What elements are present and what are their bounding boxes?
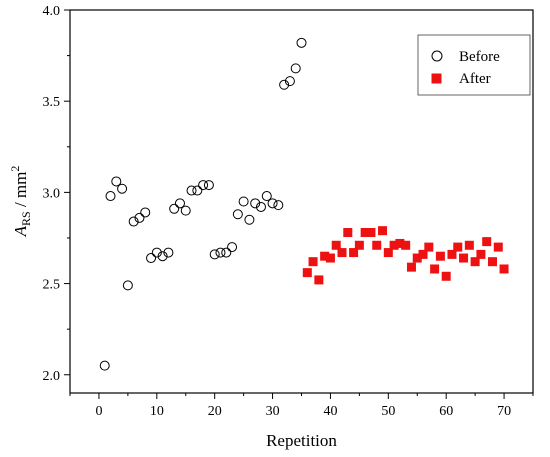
y-axis-ticks: 2.0 2.5 3.0 3.5 4.0 [43,4,70,384]
x-tick-label: 50 [381,404,395,419]
data-point-before [105,191,116,202]
legend: Before After [417,34,531,96]
data-point-before [203,180,214,191]
y-tick-label: 3.5 [43,95,61,110]
data-point-after [459,253,469,263]
data-point-after [482,237,492,247]
data-point-after [325,253,335,263]
data-point-after [395,238,405,248]
data-point-after [435,251,445,261]
data-point-before [169,203,180,214]
data-point-after [418,249,428,259]
data-point-after [372,240,382,250]
data-point-after [441,271,451,281]
data-point-after [320,251,330,261]
legend-marker-after [431,73,442,84]
data-point-after [354,240,364,250]
y-axis-title-subscript: RS [19,211,33,226]
data-point-before [244,214,255,225]
x-tick-label: 40 [323,404,337,419]
data-point-before [198,180,209,191]
data-point-after [412,253,422,263]
legend-label-before: Before [459,49,500,65]
data-point-after [360,228,370,238]
y-axis-title-symbol: A [11,225,30,237]
data-point-after [302,268,312,278]
legend-marker-before [431,50,443,62]
data-point-after [424,242,434,252]
x-tick-label: 70 [497,404,511,419]
data-point-before [192,185,203,196]
data-point-after [383,248,393,258]
data-point-before [215,247,226,258]
data-point-before [296,37,307,48]
x-tick-label: 60 [439,404,453,419]
y-tick-label: 2.0 [43,369,61,384]
data-point-after [470,257,480,267]
data-point-after [378,226,388,236]
data-point-before [273,200,284,211]
x-tick-label: 30 [266,404,280,419]
data-point-before [186,185,197,196]
data-point-before [232,209,243,220]
data-point-after [476,249,486,259]
data-series [99,37,509,371]
data-point-after [464,240,474,250]
y-axis-title: ARS / mm2 [8,166,33,238]
data-point-after [337,248,347,258]
data-point-before [134,212,145,223]
y-axis-title-unit: / mm [11,172,30,212]
data-point-before [146,253,157,264]
data-point-before [284,76,295,87]
x-axis-title: Repetition [266,431,337,450]
data-point-before [279,79,290,90]
data-point-before [151,247,162,258]
data-point-before [128,216,139,227]
x-tick-label: 20 [208,404,222,419]
data-point-after [366,228,376,238]
y-tick-label: 4.0 [43,4,61,19]
data-point-before [174,198,185,209]
data-point-before [221,247,232,258]
data-point-before [209,249,220,260]
x-axis-ticks: 0 10 20 30 40 50 60 70 [69,393,534,419]
data-point-before [255,201,266,212]
data-point-before [290,63,301,74]
data-point-after [401,240,411,250]
data-point-after [447,249,457,259]
data-point-before [227,242,238,253]
data-point-before [163,247,174,258]
data-point-before [140,207,151,218]
data-point-before [117,183,128,194]
data-point-after [487,257,497,267]
data-point-after [308,257,318,267]
data-point-after [406,262,416,272]
legend-frame [417,34,531,96]
data-point-before [111,176,122,187]
data-point-after [430,264,440,274]
data-point-before [180,205,191,216]
data-point-before [261,191,272,202]
data-point-after [349,248,359,258]
data-point-before [99,360,110,371]
data-point-after [389,240,399,250]
data-point-before [157,251,168,262]
data-point-before [250,198,261,209]
x-tick-label: 0 [95,404,102,419]
y-tick-label: 3.0 [43,186,61,201]
data-point-before [238,196,249,207]
data-point-before [122,280,133,291]
data-point-after [499,264,509,274]
data-point-after [314,275,324,285]
data-point-after [343,228,353,238]
data-point-after [453,242,463,252]
y-tick-label: 2.5 [43,278,61,293]
data-point-after [331,240,341,250]
y-axis-title-superscript: 2 [8,166,22,172]
data-point-before [267,198,278,209]
data-point-after [493,242,503,252]
legend-label-after: After [459,71,491,87]
x-tick-label: 10 [150,404,164,419]
